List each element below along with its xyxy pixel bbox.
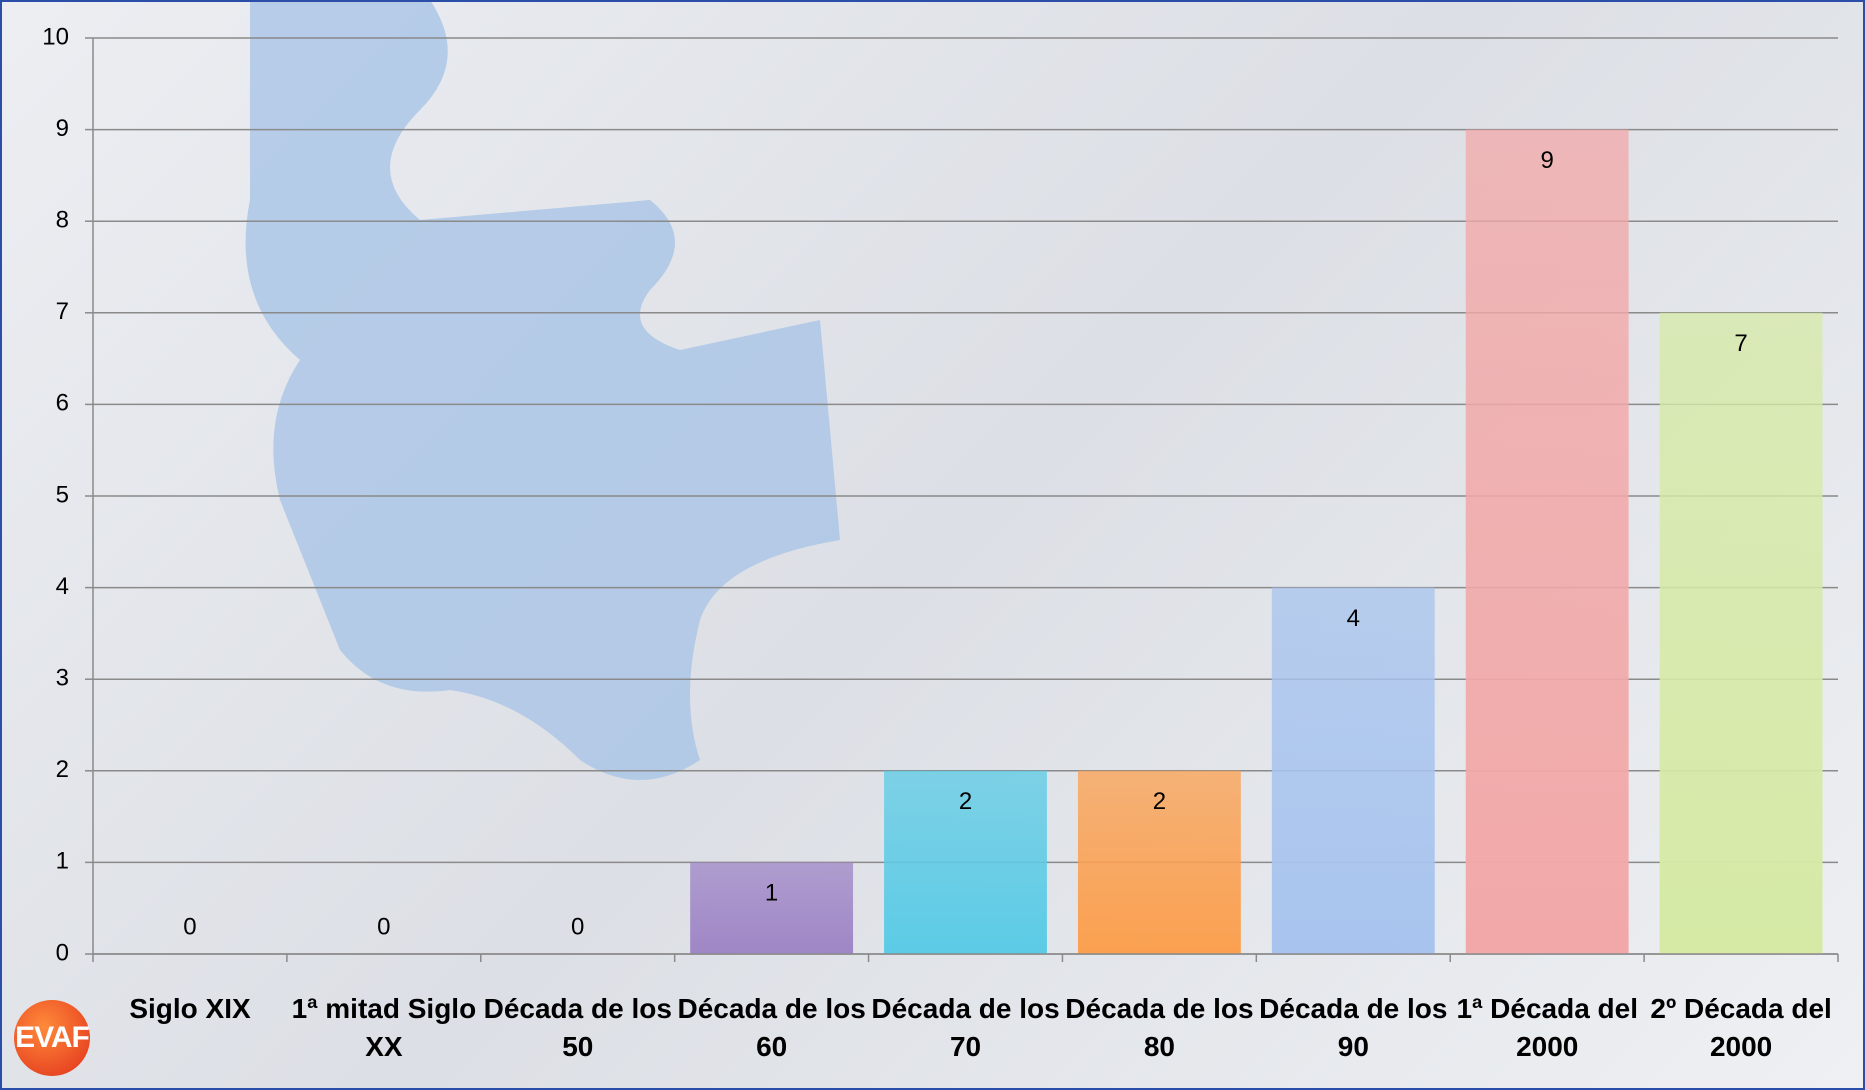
y-tick-label: 5 — [56, 481, 69, 508]
x-tick-label: Década de los 60 — [675, 990, 869, 1066]
page: 0 1 2 3 4 5 6 7 8 9 10 0 0 0 1 2 2 4 9 7 EVAF Siglo XIX1ª m… — [0, 0, 1865, 1090]
value-label: 2 — [1153, 788, 1166, 815]
x-tick-label: Siglo XIX — [93, 990, 287, 1028]
value-label: 4 — [1347, 605, 1360, 632]
bar — [690, 862, 853, 954]
value-label: 2 — [959, 788, 972, 815]
bar — [1466, 130, 1629, 954]
value-label: 0 — [183, 913, 196, 940]
x-tick-label: Década de los 50 — [481, 990, 675, 1066]
x-tick-label: Década de los 80 — [1062, 990, 1256, 1066]
y-tick-label: 2 — [56, 756, 69, 783]
y-tick-label: 8 — [56, 207, 69, 234]
bar — [1272, 588, 1435, 954]
y-tick-label: 3 — [56, 665, 69, 692]
y-tick-label: 6 — [56, 390, 69, 417]
x-tick-label: Década de los 90 — [1256, 990, 1450, 1066]
y-tick-label: 1 — [56, 848, 69, 875]
value-label: 9 — [1540, 147, 1553, 174]
logo: EVAF — [14, 1000, 90, 1076]
value-label: 0 — [377, 913, 390, 940]
y-tick-label: 4 — [56, 573, 69, 600]
y-tick-label: 0 — [56, 939, 69, 966]
x-tick-label: Década de los 70 — [869, 990, 1063, 1066]
x-tick-label: 1ª Década del 2000 — [1450, 990, 1644, 1066]
value-label: 1 — [765, 880, 778, 907]
value-label: 0 — [571, 913, 584, 940]
chart: 0 1 2 3 4 5 6 7 8 9 10 0 0 0 1 2 2 4 9 7 — [0, 0, 1865, 1090]
background-shape — [246, 0, 840, 780]
y-tick-label: 10 — [42, 23, 69, 50]
x-tick-label: 2º Década del 2000 — [1644, 990, 1838, 1066]
bar — [1660, 313, 1823, 954]
x-tick-label: 1ª mitad Siglo XX — [287, 990, 481, 1066]
value-label: 7 — [1734, 330, 1747, 357]
y-tick-label: 9 — [56, 115, 69, 142]
y-tick-label: 7 — [56, 298, 69, 325]
